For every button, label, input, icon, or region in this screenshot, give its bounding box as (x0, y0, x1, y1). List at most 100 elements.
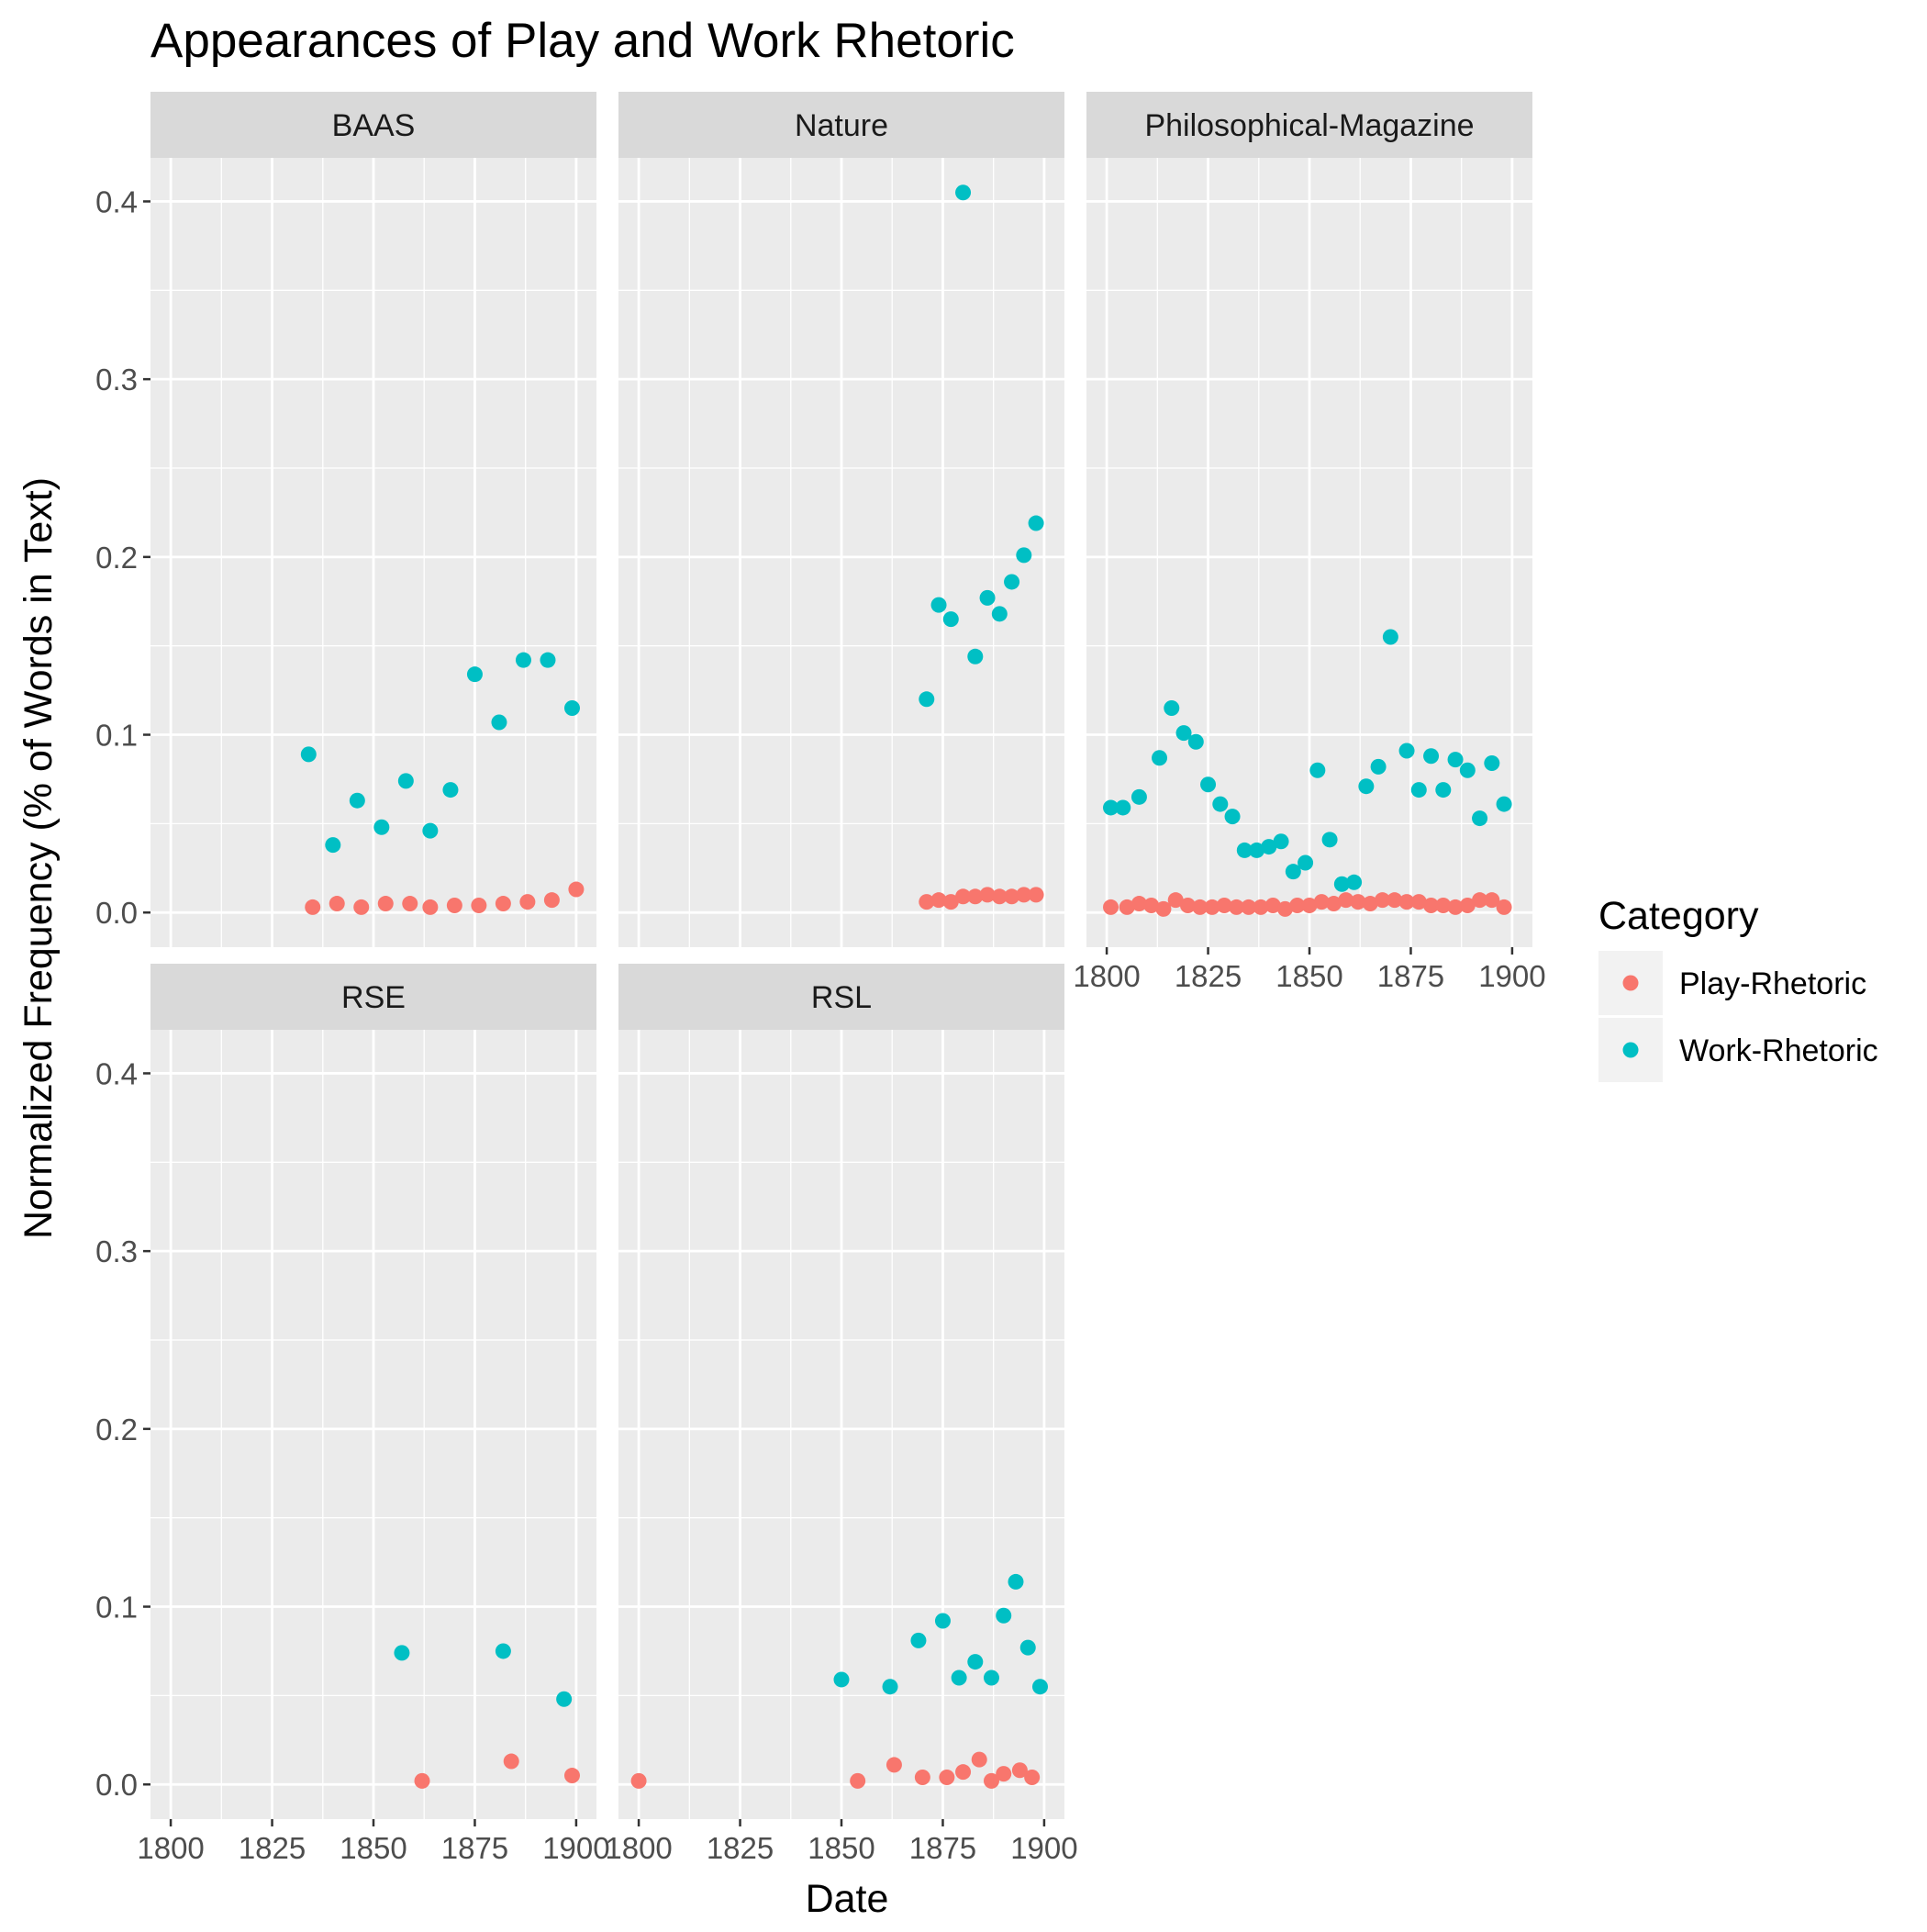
data-point-play-rhetoric (1103, 899, 1119, 915)
chart-title: Appearances of Play and Work Rhetoric (150, 14, 1015, 68)
data-point-work-rhetoric (1016, 547, 1032, 564)
data-point-play-rhetoric (1228, 899, 1244, 915)
legend-key-play-rhetoric (1622, 975, 1639, 991)
data-point-work-rhetoric (967, 648, 984, 664)
facet-philosophical-magazine: Philosophical-Magazine 1800 1825 1850 1875 19… (1073, 92, 1546, 993)
y-tick-label: 0.4 (95, 184, 138, 218)
data-point-play-rhetoric (1167, 892, 1184, 909)
y-axis-title: Normalized Frequency (% of Words in Text… (17, 477, 61, 1239)
data-point-play-rhetoric (422, 899, 439, 915)
x-tick-label: 1800 (605, 1831, 672, 1865)
data-point-play-rhetoric (329, 896, 345, 912)
data-point-work-rhetoric (1358, 778, 1375, 795)
data-point-play-rhetoric (1024, 1769, 1041, 1785)
data-point-play-rhetoric (1143, 897, 1160, 913)
series-work-rhetoric-rsl (833, 1573, 1048, 1695)
y-tick-label: 0.0 (95, 1768, 138, 1802)
series-work-rhetoric-nature (919, 184, 1044, 708)
x-tick-label: 1900 (1478, 959, 1545, 993)
data-point-play-rhetoric (939, 1769, 955, 1785)
series-work-rhetoric-baas (300, 652, 580, 854)
data-point-play-rhetoric (1350, 894, 1366, 910)
data-point-play-rhetoric (1313, 894, 1330, 910)
data-point-work-rhetoric (833, 1671, 850, 1688)
data-point-play-rhetoric (1289, 897, 1306, 913)
data-point-work-rhetoric (1410, 782, 1427, 798)
x-tick-label: 1875 (909, 1831, 976, 1865)
y-tick-label: 0.0 (95, 896, 138, 930)
facet-strip-nature (618, 92, 1064, 158)
data-point-work-rhetoric (1333, 876, 1350, 892)
data-point-play-rhetoric (983, 1772, 999, 1789)
y-tick-label: 0.3 (95, 1234, 138, 1268)
x-tick-label: 1900 (542, 1831, 609, 1865)
data-point-work-rhetoric (540, 652, 556, 668)
data-point-play-rhetoric (503, 1753, 519, 1770)
data-point-work-rhetoric (1131, 788, 1147, 805)
legend-key-work-rhetoric (1622, 1042, 1639, 1058)
data-point-play-rhetoric (979, 887, 996, 903)
data-point-play-rhetoric (1192, 899, 1209, 915)
data-point-work-rhetoric (1103, 799, 1119, 816)
x-tick-label: 1850 (1275, 959, 1342, 993)
x-tick-label: 1800 (1073, 959, 1140, 993)
data-point-play-rhetoric (446, 897, 462, 913)
data-point-play-rhetoric (1216, 897, 1232, 913)
data-point-work-rhetoric (556, 1691, 573, 1707)
data-point-work-rhetoric (1423, 748, 1440, 765)
y-tick-label: 0.3 (95, 363, 138, 396)
data-point-work-rhetoric (1261, 839, 1277, 855)
facet-strip-philosophical-magazine (1086, 92, 1532, 158)
x-tick-label: 1800 (137, 1831, 204, 1865)
data-point-play-rhetoric (1484, 892, 1500, 909)
data-point-work-rhetoric (967, 1654, 984, 1670)
data-point-play-rhetoric (471, 897, 487, 913)
series-play-rhetoric-rsl (630, 1751, 1041, 1789)
data-point-play-rhetoric (919, 894, 935, 910)
data-point-play-rhetoric (1011, 1762, 1028, 1779)
data-point-work-rhetoric (1249, 842, 1265, 858)
data-point-work-rhetoric (394, 1645, 410, 1661)
y-tick-label: 0.2 (95, 1413, 138, 1446)
data-point-work-rhetoric (1346, 874, 1363, 890)
data-point-play-rhetoric (1264, 897, 1281, 913)
data-point-play-rhetoric (630, 1772, 647, 1789)
data-point-work-rhetoric (951, 1670, 967, 1686)
facet-panels: BAAS 0.0 0.1 0.2 0.3 0.4 Nature Philosophical-M… (95, 92, 1546, 1865)
data-point-work-rhetoric (919, 691, 935, 708)
data-point-play-rhetoric (1387, 892, 1403, 909)
data-point-work-rhetoric (1398, 743, 1415, 759)
data-point-work-rhetoric (955, 184, 972, 201)
data-point-play-rhetoric (543, 892, 560, 909)
data-point-work-rhetoric (1004, 574, 1020, 590)
data-point-work-rhetoric (882, 1679, 898, 1695)
data-point-work-rhetoric (1435, 782, 1452, 798)
facet-rsl: RSL 1800 1825 1850 1875 1900 (605, 964, 1078, 1865)
data-point-work-rhetoric (397, 773, 414, 789)
data-point-work-rhetoric (1164, 699, 1180, 716)
x-tick-label: 1875 (1377, 959, 1444, 993)
data-point-work-rhetoric (910, 1632, 927, 1648)
data-point-work-rhetoric (325, 837, 341, 854)
data-point-play-rhetoric (850, 1772, 866, 1789)
data-point-play-rhetoric (955, 1764, 972, 1781)
data-point-play-rhetoric (996, 1766, 1012, 1782)
y-tick-label: 0.1 (95, 719, 138, 753)
data-point-play-rhetoric (1375, 892, 1391, 909)
series-play-rhetoric-baas (305, 881, 585, 915)
data-point-work-rhetoric (1447, 752, 1464, 768)
series-work-rhetoric-rse (394, 1643, 573, 1707)
data-point-play-rhetoric (967, 888, 984, 905)
data-point-work-rhetoric (1212, 796, 1229, 812)
data-point-work-rhetoric (495, 1643, 511, 1659)
data-point-play-rhetoric (914, 1769, 930, 1785)
data-point-play-rhetoric (1016, 887, 1032, 903)
data-point-play-rhetoric (1276, 900, 1293, 917)
data-point-work-rhetoric (996, 1607, 1012, 1624)
x-tick-label: 1825 (239, 1831, 306, 1865)
facet-baas: BAAS 0.0 0.1 0.2 0.3 0.4 (95, 92, 596, 947)
data-point-work-rhetoric (1200, 776, 1217, 793)
data-point-play-rhetoric (1131, 896, 1147, 912)
x-tick-label: 1825 (1175, 959, 1242, 993)
